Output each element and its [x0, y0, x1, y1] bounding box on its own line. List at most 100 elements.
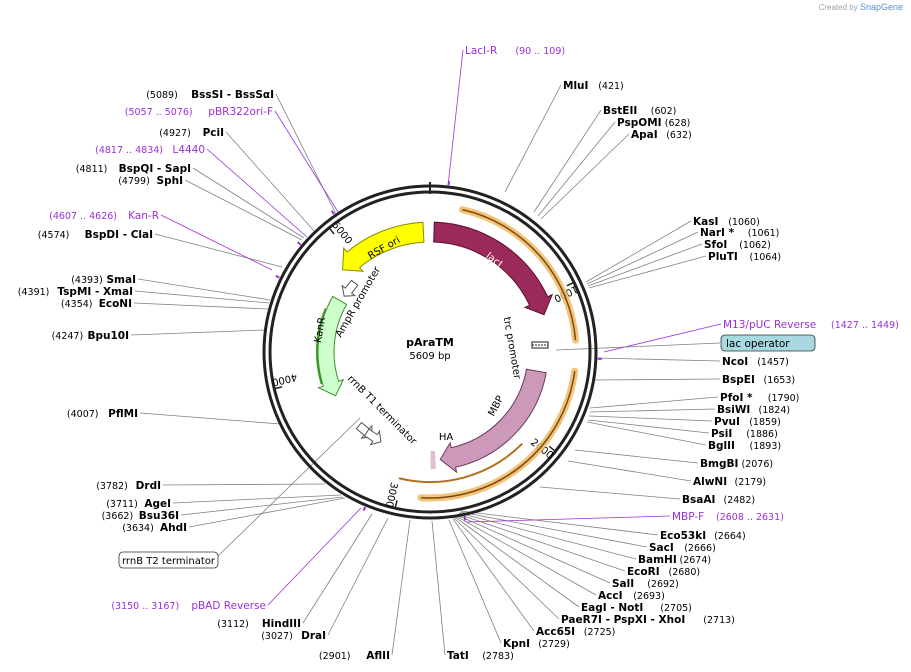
feature-label-ha: HA [439, 432, 454, 443]
enzyme-pos-saci-2666: (2666) [684, 543, 716, 554]
leader-sfoi-1062 [588, 244, 702, 286]
enzyme-pos-smai-4393: (4393) [71, 275, 103, 286]
enzyme-pos-bspdi-clai-4574: (4574) [38, 230, 70, 241]
feature-label-rrnB-T1: rrnB T1 terminator [345, 374, 419, 448]
enzyme-pos-eco53ki-2664: (2664) [714, 531, 746, 542]
plasmid-map: 10002000300040005000 lacIRSF oriKanR AmpR… [0, 0, 911, 672]
enzyme-pos-ncoi-1457: (1457) [757, 357, 789, 368]
enzyme-pos-bmgbi-2076: (2076) [742, 459, 774, 470]
enzyme-eagi-noti-2705: EagI - NotI [581, 602, 643, 614]
primer-range-l4440: (4817 .. 4834) [95, 145, 163, 156]
enzyme-pos-bsssi-bsss-i-5089: (5089) [146, 90, 178, 101]
enzyme-bspqi-sapi-4811: BspQI - SapI [119, 163, 191, 175]
enzyme-bsaai-2482: BsaAI [682, 494, 715, 506]
primer-range-laci-r: (90 .. 109) [515, 46, 565, 57]
enzyme-nari-1061: NarI * [700, 227, 735, 239]
enzyme-pos-aflii-2901: (2901) [319, 651, 351, 662]
enzyme-bspei-1653: BspEI [722, 374, 755, 386]
leader-alwni-2179 [568, 461, 691, 481]
leader-kasi-1060 [586, 221, 691, 282]
enzyme-pos-bsiwi-1824: (1824) [759, 405, 791, 416]
enzyme-hindiii-3112: HindIII [262, 618, 301, 630]
feature-kanR [318, 296, 347, 395]
enzyme-pos-pfoi-1790: (1790) [768, 393, 800, 404]
enzyme-pos-ecori-2680: (2680) [669, 567, 701, 578]
enzyme-pos-sphi-4799: (4799) [118, 176, 150, 187]
enzyme-pos-agei-3711: (3711) [106, 499, 138, 510]
leader-nari-1061 [587, 232, 698, 284]
enzyme-pluti-1064: PluTI [708, 251, 738, 263]
enzyme-pos-bspei-1653: (1653) [764, 375, 796, 386]
primer-leader-pbr322ori-f [275, 111, 338, 212]
enzyme-pos-bsu36i-3662: (3662) [102, 511, 134, 522]
leader-mlui-421 [505, 85, 561, 192]
primer-mbp-f: MBP-F [672, 511, 704, 523]
primer-l4440: L4440 [172, 144, 205, 156]
enzyme-bsssi-bsss-i-5089: BssSI - BssSαI [191, 89, 274, 101]
primer-site-kan-r [276, 276, 280, 278]
enzyme-bglii-1893: BglII [708, 440, 735, 452]
enzyme-saci-2666: SacI [649, 542, 674, 554]
leader-bspqi-sapi-4811 [193, 168, 304, 238]
primer-leader-kan-r [161, 215, 272, 270]
enzyme-econi-4354: EcoNI [99, 298, 132, 310]
enzyme-pos-nari-1061: (1061) [748, 228, 780, 239]
enzyme-tati-2783: TatI [447, 650, 469, 662]
enzyme-pos-sfoi-1062: (1062) [739, 240, 771, 251]
enzyme-mlui-421: MluI [563, 80, 588, 92]
enzyme-pos-eagi-noti-2705: (2705) [660, 603, 692, 614]
leader-drdi-3782 [163, 484, 325, 485]
enzyme-pfoi-1790: PfoI * [720, 392, 753, 404]
primer-pbad-reverse: pBAD Reverse [191, 600, 266, 612]
enzyme-pos-paer7i-pspxi-xhoi-2713: (2713) [703, 615, 735, 626]
feature-label-trc-promoter: trc promoter [501, 316, 523, 381]
primer-m13-puc-reverse: M13/pUC Reverse [723, 319, 816, 331]
primer-range-m13-puc-reverse: (1427 .. 1449) [831, 320, 899, 331]
enzyme-drai-3027: DraI [301, 630, 326, 642]
leader-pspomi-628 [538, 122, 615, 216]
enzyme-pflmi-4007: PflMI [108, 408, 138, 420]
enzyme-pos-acci-2693: (2693) [633, 591, 665, 602]
enzyme-psii-1886: PsiI [711, 428, 732, 440]
scale-label-4000: 4000 [271, 371, 298, 388]
enzyme-bpu10i-4247: Bpu10I [87, 330, 129, 342]
primer-leader-laci-r [448, 50, 463, 186]
enzyme-ahdi-3634: AhdI [160, 522, 187, 534]
enzyme-pos-psii-1886: (1886) [746, 429, 778, 440]
leader-bpu10i-4247 [131, 330, 265, 335]
boxed-label-rrnB-T2-terminator: rrnB T2 terminator [122, 556, 216, 567]
leader-aflii-2901 [392, 520, 410, 655]
feature-lacI [434, 222, 552, 315]
enzyme-bsu36i-3662: Bsu36I [139, 510, 179, 522]
boxed-label-lac-operator: lac operator [726, 338, 790, 350]
enzyme-sfoi-1062: SfoI [704, 239, 727, 251]
plasmid-name: pAraTM [406, 336, 454, 349]
enzyme-pos-mlui-421: (421) [598, 81, 624, 92]
enzyme-alwni-2179: AlwNI [693, 476, 727, 488]
leader-bspei-1653 [595, 379, 720, 380]
enzyme-pos-bspqi-sapi-4811: (4811) [76, 164, 108, 175]
feature-label-mbp: MBP [487, 394, 507, 418]
leader-bspdi-clai-4574 [155, 234, 282, 267]
enzyme-pos-pvui-1859: (1859) [749, 417, 781, 428]
enzyme-acc65i-2725: Acc65I [536, 626, 575, 638]
primer-range-pbr322ori-f: (5057 .. 5076) [125, 107, 193, 118]
leader-bglii-1893 [587, 422, 706, 445]
enzyme-pos-tati-2783: (2783) [482, 651, 514, 662]
enzyme-sali-2692: SalI [612, 578, 634, 590]
plasmid-size: 5609 bp [409, 351, 450, 362]
enzyme-pos-bamhi-2674: (2674) [680, 555, 712, 566]
leader-bsaai-2482 [540, 487, 680, 499]
leader-ahdi-3634 [189, 498, 345, 527]
enzyme-paer7i-pspxi-xhoi-2713: PaeR7I - PspXI - XhoI [561, 614, 685, 626]
leader-econi-4354 [134, 303, 268, 309]
leader-agei-3711 [173, 495, 341, 503]
enzyme-pos-bpu10i-4247: (4247) [52, 331, 84, 342]
leader-apai-632 [541, 134, 629, 219]
enzyme-pos-pcii-4927: (4927) [159, 128, 191, 139]
enzyme-eco53ki-2664: Eco53kI [660, 530, 706, 542]
primer-site-pbr322ori-f [332, 211, 334, 214]
enzyme-pos-bglii-1893: (1893) [750, 441, 782, 452]
enzyme-agei-3711: AgeI [144, 498, 171, 510]
primer-leader-l4440 [207, 149, 307, 237]
